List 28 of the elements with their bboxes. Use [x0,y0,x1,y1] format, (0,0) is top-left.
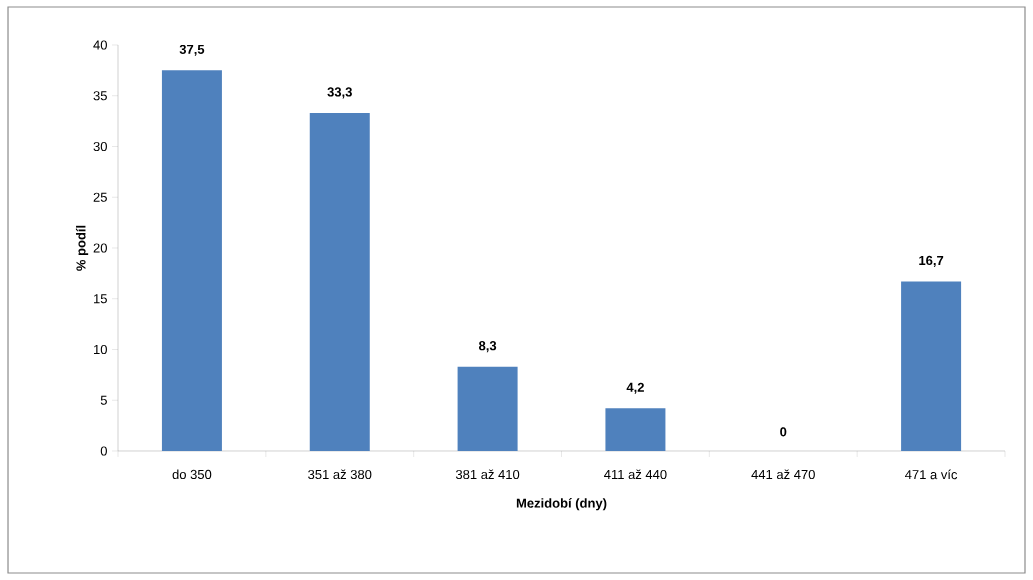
x-tick-label: 471 a víc [905,469,958,480]
x-tick-label: 381 až 410 [455,469,520,480]
y-tick-label: 5 [100,395,107,405]
data-label: 0 [780,427,787,437]
data-label: 33,3 [327,87,352,99]
y-tick-label: 0 [100,446,107,456]
data-label: 37,5 [179,44,205,56]
y-tick-label: 15 [94,294,107,304]
x-tick-label: 441 až 470 [751,469,815,480]
data-label: 4,2 [626,382,644,394]
x-tick-label: do 350 [172,469,212,480]
y-tick-label: 40 [93,40,107,50]
bar [605,408,666,451]
x-axis-title: Mezidobí (dny) [516,498,607,511]
data-label: 8,3 [478,341,497,353]
bar [161,70,222,451]
x-tick-label: 351 až 380 [308,469,372,480]
data-label: 16,7 [919,255,944,267]
y-tick-label: 10 [94,344,107,355]
y-tick-label: 20 [93,243,107,253]
y-tick-label: 25 [93,192,107,202]
y-tick-label: 35 [93,91,107,101]
bar [457,366,518,451]
x-tick-label: 411 až 440 [604,469,667,480]
y-axis-title: % podíl [75,225,89,271]
bar [309,112,370,451]
y-tick-label: 30 [93,141,107,152]
bar [901,281,962,451]
